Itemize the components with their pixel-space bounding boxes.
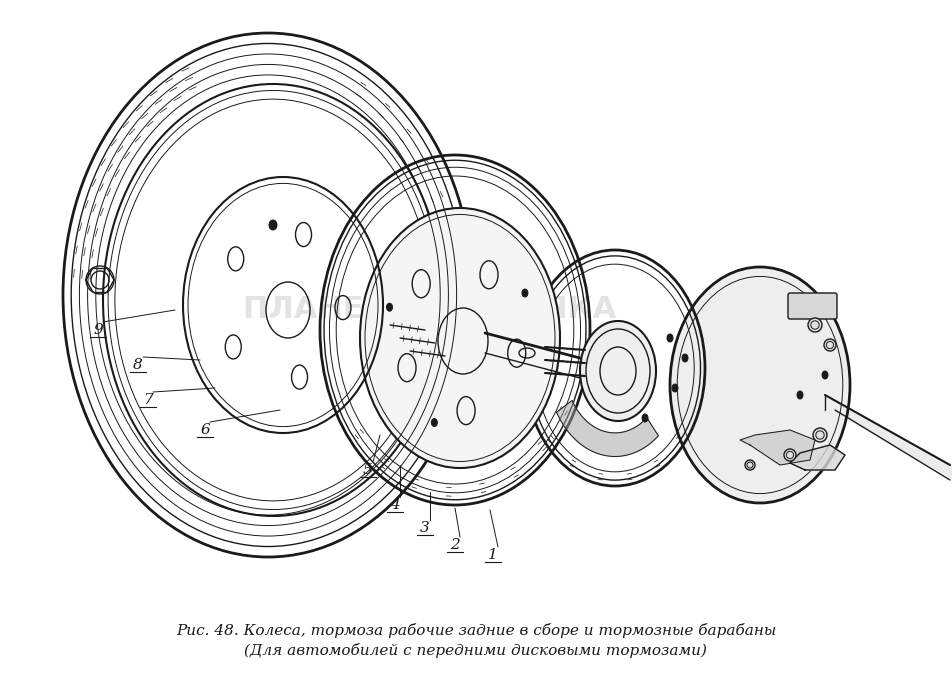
Text: 7: 7 (143, 393, 152, 407)
Ellipse shape (812, 428, 826, 442)
Text: 9: 9 (93, 323, 103, 337)
Ellipse shape (522, 289, 527, 297)
Polygon shape (556, 401, 658, 457)
Ellipse shape (431, 419, 437, 426)
Text: 5: 5 (363, 463, 372, 477)
Ellipse shape (807, 318, 822, 332)
Text: Рис. 48. Колеса, тормоза рабочие задние в сборе и тормозные барабаны: Рис. 48. Колеса, тормоза рабочие задние … (176, 623, 775, 637)
Ellipse shape (671, 384, 677, 392)
Ellipse shape (783, 449, 795, 461)
Ellipse shape (682, 354, 687, 362)
Ellipse shape (669, 267, 849, 503)
Text: 6: 6 (200, 423, 209, 437)
Ellipse shape (642, 414, 647, 422)
Text: 1: 1 (487, 548, 497, 562)
Ellipse shape (666, 334, 672, 342)
Ellipse shape (360, 208, 560, 468)
Ellipse shape (744, 460, 754, 470)
Ellipse shape (268, 220, 277, 230)
Text: (Для автомобилей с передними дисковыми тормозами): (Для автомобилей с передними дисковыми т… (245, 642, 706, 657)
Text: 8: 8 (133, 358, 143, 372)
Text: 4: 4 (389, 498, 400, 512)
Ellipse shape (796, 391, 803, 399)
Polygon shape (789, 445, 844, 470)
Text: ПЛАНЕТА ЖЕЛЕЗЯКА: ПЛАНЕТА ЖЕЛЕЗЯКА (243, 295, 616, 325)
Ellipse shape (822, 371, 827, 379)
FancyBboxPatch shape (787, 293, 836, 319)
Ellipse shape (580, 321, 655, 421)
Polygon shape (739, 430, 814, 465)
Ellipse shape (387, 303, 392, 311)
Text: 2: 2 (449, 538, 460, 552)
Text: 3: 3 (420, 521, 429, 535)
Polygon shape (824, 395, 952, 480)
Ellipse shape (823, 339, 835, 351)
